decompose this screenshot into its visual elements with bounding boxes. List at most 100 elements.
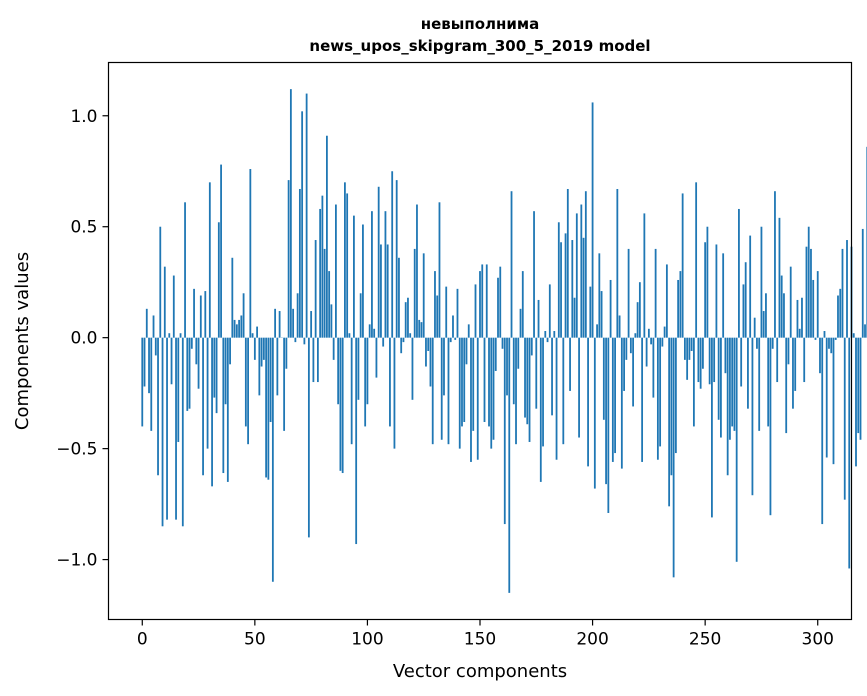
bar-216 xyxy=(627,248,630,338)
bar-281 xyxy=(774,191,776,338)
bar-228 xyxy=(654,248,657,338)
bar-149 xyxy=(476,337,479,460)
y-tick-label: −0.5 xyxy=(56,440,97,460)
x-tick-label: 300 xyxy=(802,630,834,650)
bar-138 xyxy=(452,315,454,338)
bar-167 xyxy=(517,337,520,369)
bar-169 xyxy=(521,271,524,338)
bar-271 xyxy=(751,337,754,496)
y-tick-label: 0.0 xyxy=(70,329,97,349)
bar-166 xyxy=(515,337,517,445)
bar-69 xyxy=(296,293,299,338)
bar-137 xyxy=(449,337,452,343)
bar-178 xyxy=(542,337,544,447)
bar-298 xyxy=(812,279,815,338)
bar-107 xyxy=(382,337,385,347)
bar-37 xyxy=(224,337,227,405)
bar-217 xyxy=(629,337,632,354)
bar-144 xyxy=(465,337,468,365)
bar-55 xyxy=(265,337,268,478)
bar-318 xyxy=(857,337,860,434)
bar-232 xyxy=(663,326,666,338)
bar-113 xyxy=(395,180,398,338)
bar-265 xyxy=(738,208,740,338)
bar-155 xyxy=(490,337,493,449)
bar-94 xyxy=(353,215,355,338)
bar-236 xyxy=(672,337,675,578)
bar-181 xyxy=(548,284,551,338)
bar-188 xyxy=(564,233,567,338)
bar-163 xyxy=(508,337,511,593)
bar-56 xyxy=(267,337,270,480)
bar-162 xyxy=(506,337,508,396)
bar-284 xyxy=(780,275,783,338)
bar-187 xyxy=(562,337,565,445)
bar-161 xyxy=(503,337,506,525)
bar-243 xyxy=(688,337,691,360)
bar-174 xyxy=(533,211,535,338)
bar-127 xyxy=(427,337,430,351)
bar-158 xyxy=(497,277,499,338)
bar-119 xyxy=(409,333,412,338)
bar-209 xyxy=(611,337,614,462)
bar-27 xyxy=(202,337,204,476)
bar-83 xyxy=(328,271,331,338)
bar-179 xyxy=(544,331,547,338)
bar-273 xyxy=(756,337,758,349)
bar-182 xyxy=(551,337,553,416)
bar-264 xyxy=(735,337,738,562)
bar-237 xyxy=(674,337,677,454)
bar-17 xyxy=(179,333,182,338)
bar-225 xyxy=(647,328,650,338)
bar-215 xyxy=(625,337,628,360)
bar-26 xyxy=(199,295,202,338)
bar-82 xyxy=(326,135,328,338)
bar-165 xyxy=(512,337,515,405)
bar-303 xyxy=(823,331,826,338)
chart-title-line-1: невыполнима xyxy=(421,15,540,33)
bar-34 xyxy=(217,222,220,338)
bar-73 xyxy=(305,93,308,338)
bar-28 xyxy=(204,291,207,338)
y-axis-label: Components values xyxy=(12,252,33,430)
bar-190 xyxy=(569,337,571,391)
bar-40 xyxy=(231,257,234,338)
bar-296 xyxy=(807,226,810,338)
bar-141 xyxy=(458,337,461,449)
bar-53 xyxy=(260,337,263,367)
bar-61 xyxy=(278,311,281,338)
bar-35 xyxy=(220,164,222,338)
bar-200 xyxy=(591,102,594,338)
bar-118 xyxy=(407,297,409,338)
bar-97 xyxy=(359,293,362,338)
bar-258 xyxy=(722,253,725,338)
bar-212 xyxy=(618,315,621,338)
bar-114 xyxy=(398,257,400,338)
bar-72 xyxy=(303,337,306,345)
bar-22 xyxy=(190,337,193,349)
bar-24 xyxy=(195,337,198,365)
bar-131 xyxy=(436,295,439,338)
bar-21 xyxy=(188,337,191,409)
bar-122 xyxy=(416,204,418,338)
y-axis-ticks: −1.0 −0.5 0.0 0.5 1.0 xyxy=(56,107,109,571)
bar-102 xyxy=(371,211,373,338)
bar-78 xyxy=(316,337,319,383)
bar-191 xyxy=(571,240,574,338)
bar-64 xyxy=(285,337,288,369)
bar-100 xyxy=(366,337,369,405)
bar-3 xyxy=(148,337,150,394)
bar-65 xyxy=(287,180,290,338)
bar-321 xyxy=(864,324,866,338)
bar-239 xyxy=(679,271,682,338)
bar-261 xyxy=(729,337,731,440)
bar-150 xyxy=(479,271,481,338)
bar-117 xyxy=(404,302,407,338)
bar-148 xyxy=(474,284,477,338)
bar-244 xyxy=(690,337,693,351)
bar-220 xyxy=(636,302,639,338)
bar-86 xyxy=(335,204,337,338)
bar-49 xyxy=(251,333,254,338)
bar-108 xyxy=(384,211,387,338)
bar-52 xyxy=(258,337,261,396)
